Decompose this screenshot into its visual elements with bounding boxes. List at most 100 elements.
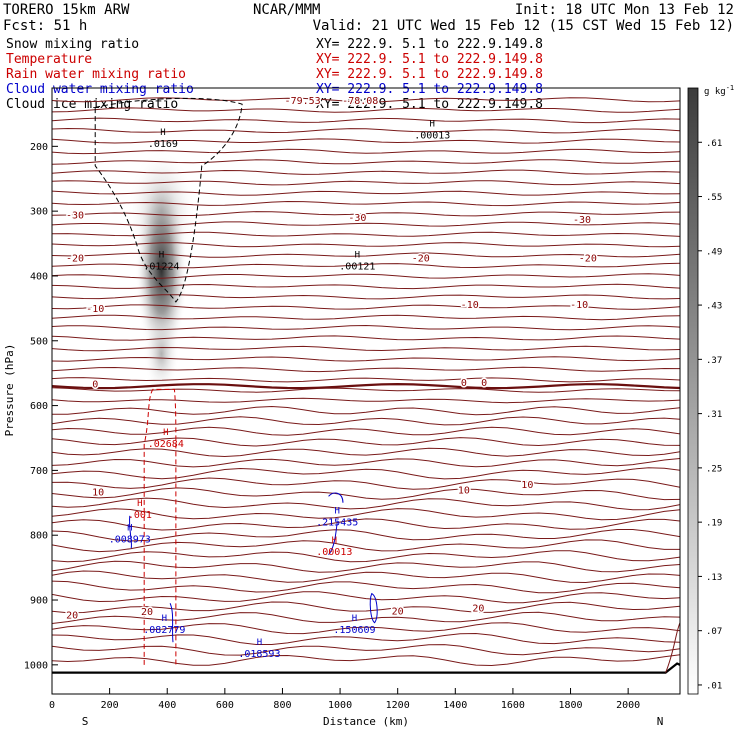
x-tick-label: 800	[273, 700, 291, 711]
x-tick-label: 0	[49, 700, 55, 711]
max-marker: H	[137, 499, 142, 509]
isotherm-label: -10	[570, 300, 588, 311]
isotherm-line	[52, 601, 680, 614]
isotherm-label: -20	[66, 253, 84, 264]
cloud-water-contour	[128, 515, 133, 549]
field-legend: Snow mixing ratio XY= 222.9. 5.1 to 222.9…	[6, 37, 543, 112]
isotherm-line	[52, 467, 680, 480]
x-tick-label: 1000	[328, 700, 352, 711]
max-marker: H	[257, 638, 262, 648]
colorbar: .01 .07 .13 .19 .25 .31 .37 .43 .49 .55 .61 g kg-1	[687, 84, 734, 695]
legend-label: Cloud water mixing ratio	[6, 82, 194, 97]
isotherm-line	[52, 231, 680, 237]
isotherm-label: -20	[412, 253, 430, 264]
terrain-edge-line	[665, 622, 680, 673]
cloud-water-contour	[369, 592, 378, 624]
isotherm-line	[52, 242, 680, 248]
isotherm-line	[52, 654, 680, 667]
isotherm-label: 20	[392, 607, 404, 618]
isotherm-label: -78.08	[342, 96, 378, 107]
isotherm-line	[52, 127, 680, 134]
isotherm-line	[52, 324, 680, 331]
isotherm-line	[52, 304, 680, 310]
isotherm-line	[52, 477, 680, 490]
isotherm-line	[52, 107, 680, 113]
isotherm-line	[52, 221, 680, 227]
isotherm-label: 10	[458, 485, 470, 496]
rain-water-contour	[143, 388, 177, 665]
isotherm-line	[52, 283, 680, 290]
surface-line	[52, 662, 680, 674]
y-tick-label: 1000	[24, 660, 48, 671]
colorbar-tick-label: .37	[706, 356, 722, 366]
plot-frame	[51, 87, 681, 695]
y-tick-label: 700	[30, 466, 48, 477]
max-marker: H	[334, 507, 339, 517]
isotherm-line	[52, 377, 680, 383]
x-left-end-label: S	[82, 715, 89, 728]
isotherm-line	[52, 529, 680, 542]
isotherm-line	[52, 294, 680, 300]
colorbar-tick-label: .61	[706, 139, 722, 149]
max-marker: H	[332, 536, 337, 546]
y-axis-ticks: 200 300 400 500 600 700 800 900 1000	[24, 142, 58, 671]
isotherm-line	[52, 560, 680, 573]
temperature-isotherms	[52, 97, 680, 674]
cloud-water-contour	[328, 492, 344, 555]
isotherm-label: -30	[348, 213, 366, 224]
isotherm-label: 10	[521, 480, 533, 491]
x-axis-ticks: 0 200 400 600 800 1000 1200 1400 1600 1800 2000	[49, 688, 640, 711]
isotherm-line	[52, 550, 680, 563]
legend-xy: XY= 222.9. 5.1 to 222.9.149.8	[316, 52, 543, 67]
isotherm-line	[52, 632, 680, 645]
colorbar-unit-exp: -1	[726, 84, 734, 92]
colorbar-bar	[687, 87, 699, 695]
isotherm-line	[52, 405, 680, 416]
colorbar-tick-label: .43	[706, 302, 722, 312]
x-tick-label: 1800	[558, 700, 582, 711]
isotherm-line	[52, 345, 680, 352]
isotherm-line	[52, 611, 680, 624]
field-maxima: H.0169H.00013H.01224H.00121H.02684H.001H…	[109, 120, 451, 661]
colorbar-unit-base: g kg	[704, 87, 726, 97]
isotherm-label: 0	[92, 380, 98, 391]
isotherm-line	[52, 447, 680, 458]
max-marker: H	[163, 428, 168, 438]
freezing-level-line	[52, 382, 680, 390]
isotherm-label: 20	[472, 603, 484, 614]
legend-xy: XY= 222.9. 5.1 to 222.9.149.8	[316, 82, 543, 97]
colorbar-ticks: .01 .07 .13 .19 .25 .31 .37 .43 .49 .55 .61	[698, 139, 722, 691]
legend-xy: XY= 222.9. 5.1 to 222.9.149.8	[316, 67, 543, 82]
isotherm-line	[52, 518, 680, 531]
colorbar-tick-label: .25	[706, 464, 722, 474]
temperature-labels: -30 -30 -30 -20 -20 -20 -10 -10 -10 0 0 0 10 10 10 20 20…	[65, 94, 599, 623]
isotherm-line	[52, 539, 680, 553]
forecast-hour: Fcst: 51 h	[3, 18, 87, 34]
valid-time: Valid: 21 UTC Wed 15 Feb 12 (15 CST Wed …	[313, 18, 734, 34]
isotherm-label: -79.53	[285, 96, 321, 107]
y-axis-label: Pressure (hPa)	[3, 344, 16, 437]
max-marker: H	[159, 251, 164, 261]
isotherm-line	[52, 117, 680, 124]
isotherm-line	[52, 356, 680, 362]
isotherm-label: -10	[461, 300, 479, 311]
isotherm-line	[52, 138, 680, 144]
y-tick-label: 500	[30, 336, 48, 347]
isotherm-label: -10	[86, 304, 104, 315]
x-right-end-label: N	[657, 715, 664, 728]
x-tick-label: 200	[101, 700, 119, 711]
isotherm-label: 20	[141, 607, 153, 618]
max-value: .0169	[148, 139, 178, 150]
max-value: .00121	[339, 262, 375, 273]
legend-label: Rain water mixing ratio	[6, 67, 186, 82]
max-value: .001	[128, 510, 152, 521]
isotherm-line	[52, 200, 680, 207]
isotherm-line	[52, 148, 680, 155]
max-value: .008973	[109, 534, 151, 545]
legend-label: Snow mixing ratio	[6, 37, 139, 52]
colorbar-tick-label: .07	[706, 627, 722, 637]
isotherm-label: -20	[579, 253, 597, 264]
isotherm-label: 0	[481, 378, 487, 389]
legend-xy: XY= 222.9. 5.1 to 222.9.149.8	[316, 37, 543, 52]
isotherm-line	[52, 314, 680, 321]
